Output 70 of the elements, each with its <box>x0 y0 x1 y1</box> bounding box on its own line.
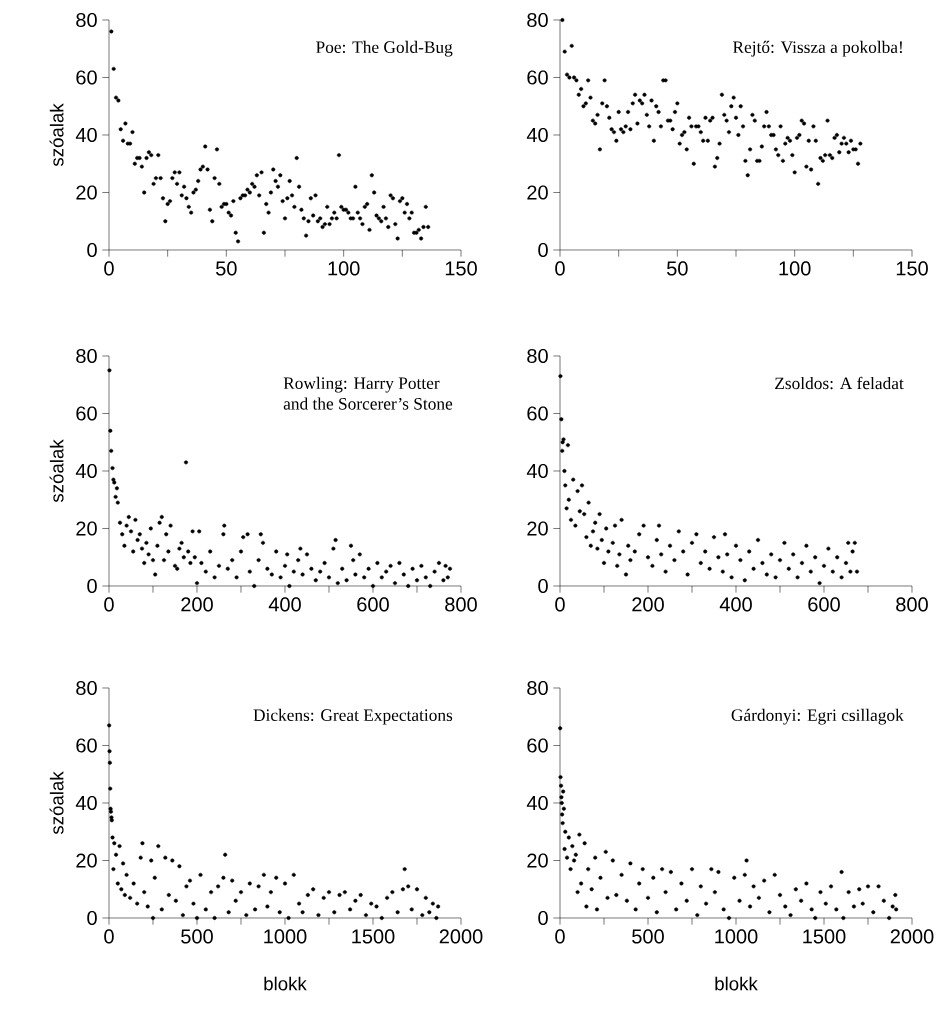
x-tick-label: 2000 <box>890 929 934 944</box>
x-axis-title: blokk <box>715 976 758 991</box>
x-tick-label: 600 <box>808 597 840 612</box>
x-tick-label: 200 <box>181 597 213 612</box>
y-tick-label: 0 <box>87 578 97 594</box>
x-tick-label: 150 <box>896 261 928 276</box>
text: Poe: The Gold-Bug <box>316 40 453 57</box>
x-tick-label: 50 <box>216 261 237 276</box>
x-tick-label: 100 <box>328 261 360 276</box>
x-tick-label: 0 <box>104 261 114 276</box>
text: and the Sorcerer’s Stone <box>283 397 453 410</box>
text: Rejtő: Vissza a pokolba! <box>732 40 902 57</box>
x-tick-label: 800 <box>896 597 928 612</box>
x-tick-label: 600 <box>357 597 389 612</box>
x-tick-label: 2000 <box>439 929 483 944</box>
y-tick-label: 60 <box>527 70 548 85</box>
y-tick-label: 0 <box>538 578 548 594</box>
text: Zsoldos: A feladat <box>775 376 904 390</box>
x-tick-label: 150 <box>445 261 477 276</box>
x-tick-label: 500 <box>632 929 664 944</box>
y-tick-label: 60 <box>527 406 548 421</box>
y-axis-title: szóalak <box>49 103 64 167</box>
y-tick-label: 80 <box>76 680 97 696</box>
x-tick-label: 800 <box>445 597 477 612</box>
x-tick-label: 0 <box>555 597 565 612</box>
y-tick-label: 40 <box>526 127 548 143</box>
text: Rowling: Harry Potter <box>283 376 440 393</box>
y-tick-label: 40 <box>526 795 548 811</box>
y-tick-label: 0 <box>87 242 97 258</box>
y-tick-label: 40 <box>526 463 548 479</box>
x-tick-label: 100 <box>779 261 811 276</box>
y-tick-label: 20 <box>527 521 548 536</box>
x-tick-label: 1000 <box>715 929 758 944</box>
x-tick-label: 1000 <box>264 929 307 944</box>
y-axis-title: szóalak <box>49 771 64 835</box>
y-tick-label: 80 <box>527 12 548 28</box>
x-tick-label: 0 <box>104 929 114 944</box>
y-tick-label: 60 <box>76 70 97 85</box>
y-axis-title: szóalak <box>49 439 64 503</box>
x-tick-label: 0 <box>555 261 565 276</box>
y-tick-label: 80 <box>76 12 97 28</box>
y-tick-label: 60 <box>76 738 97 753</box>
x-tick-label: 50 <box>667 261 688 276</box>
y-tick-label: 20 <box>76 185 97 200</box>
x-tick-label: 200 <box>632 597 664 612</box>
y-tick-label: 0 <box>87 910 97 926</box>
x-tick-label: 1500 <box>352 929 395 944</box>
x-tick-label: 400 <box>268 597 301 612</box>
y-tick-label: 60 <box>76 406 97 421</box>
text: Gárdonyi: Egri csillagok <box>731 708 904 725</box>
x-tick-label: 400 <box>719 597 752 612</box>
y-tick-label: 20 <box>76 521 97 536</box>
y-tick-label: 60 <box>527 738 548 753</box>
x-tick-label: 0 <box>104 597 114 612</box>
y-tick-label: 80 <box>527 680 548 696</box>
y-tick-label: 20 <box>527 185 548 200</box>
y-tick-label: 80 <box>76 348 97 364</box>
x-axis-title: blokk <box>264 976 307 991</box>
x-tick-label: 500 <box>181 929 213 944</box>
x-tick-label: 0 <box>555 929 565 944</box>
y-tick-label: 0 <box>538 910 548 926</box>
y-tick-label: 20 <box>527 853 548 868</box>
y-tick-label: 0 <box>538 242 548 258</box>
y-tick-label: 40 <box>75 795 97 811</box>
text: Dickens: Great Expectations <box>253 708 453 725</box>
x-tick-label: 1500 <box>803 929 846 944</box>
y-tick-label: 40 <box>75 463 97 479</box>
y-tick-label: 20 <box>76 853 97 868</box>
y-tick-label: 80 <box>527 348 548 364</box>
y-tick-label: 40 <box>75 127 97 143</box>
